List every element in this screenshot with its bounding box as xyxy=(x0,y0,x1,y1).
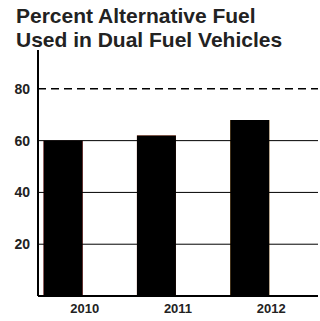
svg-text:2012: 2012 xyxy=(257,301,286,316)
svg-text:80: 80 xyxy=(14,81,30,97)
svg-text:2011: 2011 xyxy=(164,301,192,316)
svg-text:20: 20 xyxy=(14,236,30,252)
html-text:Percent Alternative Fuel Used: Percent Alternative Fuel Used in Dual Fu… xyxy=(16,4,283,51)
svg-text:2010: 2010 xyxy=(70,301,99,316)
svg-text:60: 60 xyxy=(14,133,30,149)
svg-text:40: 40 xyxy=(14,184,30,200)
